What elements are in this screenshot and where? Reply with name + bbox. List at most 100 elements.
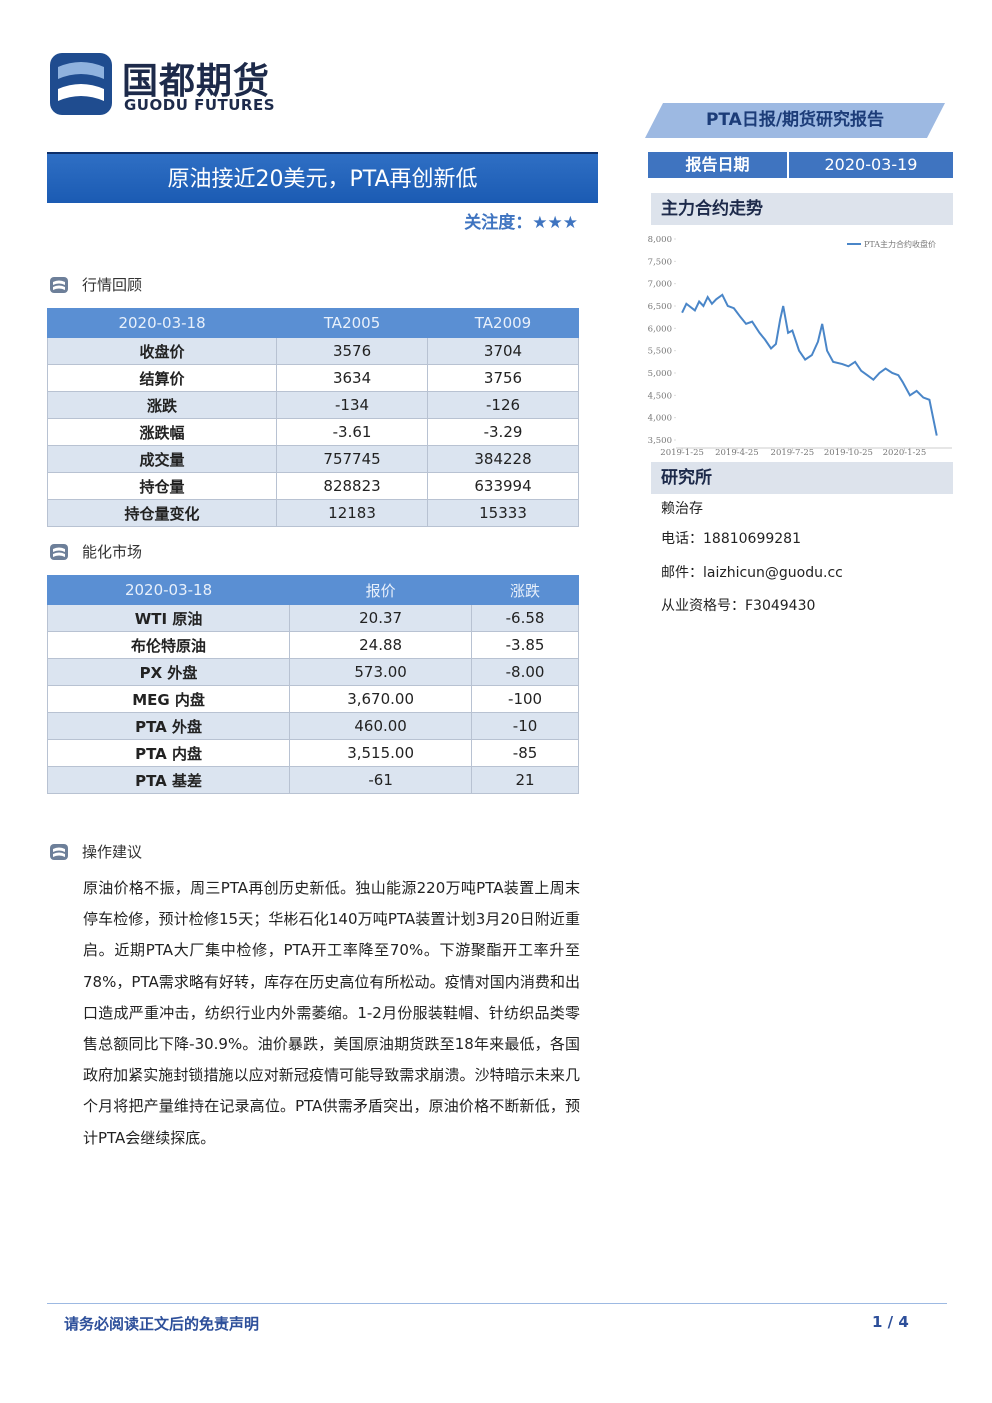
y-tick-label: 8,000 [648, 235, 672, 245]
x-tick-label: 2019-10-25 [824, 448, 873, 458]
section-title: 能化市场 [82, 543, 143, 561]
table-row: 成交量 757745 384228 [46, 445, 579, 473]
attention: 关注度：★★★ [464, 208, 578, 233]
page-number: 1 / 4 [872, 1313, 909, 1331]
x-tick-label: 2019-1-25 [660, 448, 704, 458]
table-cell: PTA 外盘 [46, 712, 291, 740]
section-heading: 操作建议 [50, 841, 142, 862]
table-cell: 12183 [276, 499, 429, 527]
logo-text: 国都期货 [122, 61, 271, 102]
table-row: 涨跌 -134 -126 [46, 391, 579, 419]
table-cell: -126 [427, 391, 579, 419]
y-tick-label: 5,500 [648, 347, 672, 357]
table-cell: -6.58 [471, 604, 579, 632]
paragraph: 原油价格不振，周三PTA再创历史新低。独山能源220万吨PTA装置上周末停车检修… [83, 879, 580, 1147]
table-cell: -85 [471, 739, 579, 767]
table-row: PTA 外盘 460.00 -10 [46, 712, 579, 740]
table-cell: MEG 内盘 [46, 685, 291, 713]
footer-rule [47, 1303, 947, 1304]
table-row: 持仓量 828823 633994 [46, 472, 579, 500]
table-row: 持仓量变化 12183 15333 [46, 499, 579, 527]
table-cell: 15333 [427, 499, 579, 527]
y-tick-label: 6,000 [648, 324, 672, 334]
table-cell: 21 [471, 766, 579, 794]
x-tick-label: 2019-4-25 [715, 448, 759, 458]
attention-stars: ★★★ [532, 213, 578, 233]
table-row: 布伦特原油 24.88 -3.85 [46, 631, 579, 659]
header-row: 2020-03-18 报价 涨跌 [46, 575, 579, 605]
table-row: WTI 原油 20.37 -6.58 [46, 604, 579, 632]
analyst: 赖治存 [661, 501, 703, 517]
report-title: 原油接近20美元，PTA再创新低 [47, 152, 598, 203]
section-icon [50, 843, 68, 860]
table-cell: -134 [276, 391, 429, 419]
table-cell: PTA 内盘 [46, 739, 291, 767]
email: 邮件：laizhicun@guodu.cc [661, 565, 843, 581]
table-cell: 3704 [427, 337, 579, 365]
phone: 电话：18810699281 [661, 531, 801, 547]
section-title: 行情回顾 [82, 276, 143, 294]
table-cell: 24.88 [289, 631, 473, 659]
table-row: PX 外盘 573.00 -8.00 [46, 658, 579, 686]
chart: 3,500 4,000 4,500 5,000 5,500 6,000 6,500 7,000… [648, 235, 952, 458]
table-cell: 收盘价 [46, 337, 278, 365]
x-tick-label: 2019-7-25 [771, 448, 815, 458]
table: 2020-03-18 报价 涨跌 WTI 原油 20.37 -6.58 布伦特原油 24.88… [46, 575, 579, 794]
table-cell: PX 外盘 [46, 658, 291, 686]
table-cell: 3,670.00 [289, 685, 473, 713]
license: 从业资格号：F3049430 [661, 598, 816, 614]
table-cell: 20.37 [289, 604, 473, 632]
logo-icon [50, 53, 112, 115]
table-cell: 384228 [427, 445, 579, 473]
table-cell: 573.00 [289, 658, 473, 686]
y-tick-label: 4,000 [648, 414, 672, 424]
table-cell: 结算价 [46, 364, 278, 392]
table-cell: -8.00 [471, 658, 579, 686]
table-cell: 涨跌 [46, 391, 278, 419]
report-type: PTA日报/期货研究报告 [645, 103, 945, 138]
header-cell: TA2005 [276, 308, 429, 338]
sidebar-heading: 研究所 [651, 462, 953, 494]
table-cell: 460.00 [289, 712, 473, 740]
table-row: PTA 内盘 3,515.00 -85 [46, 739, 579, 767]
table: 2020-03-18 TA2005 TA2009 收盘价 3576 3704 结算价 3634… [46, 308, 579, 527]
disclaimer: 请务必阅读正文后的免责声明 [64, 1315, 260, 1333]
table-cell: 成交量 [46, 445, 278, 473]
y-tick-label: 4,500 [648, 391, 672, 401]
y-tick-label: 7,000 [648, 280, 672, 290]
header-cell: 2020-03-18 [46, 308, 278, 338]
table-cell: 757745 [276, 445, 429, 473]
table-cell: 3756 [427, 364, 579, 392]
date-label: 报告日期 [648, 152, 787, 178]
y-tick-label: 3,500 [648, 436, 672, 446]
header-cell: TA2009 [427, 308, 579, 338]
section-icon [50, 543, 68, 560]
line [681, 293, 938, 436]
header-row: 2020-03-18 TA2005 TA2009 [46, 308, 579, 338]
header-cell: 报价 [289, 575, 473, 605]
sidebar-heading: 主力合约走势 [651, 193, 953, 225]
y-tick-label: 7,500 [648, 257, 672, 267]
table-cell: -100 [471, 685, 579, 713]
table-row: 结算价 3634 3756 [46, 364, 579, 392]
report-date: 2020-03-19 [789, 152, 953, 178]
table-cell: 633994 [427, 472, 579, 500]
table-cell: -3.85 [471, 631, 579, 659]
x-tick-label: 2020-1-25 [883, 448, 927, 458]
logo-subtext: GUODU FUTURES [124, 96, 276, 114]
table-cell: 持仓量变化 [46, 499, 278, 527]
section-title: 操作建议 [82, 843, 143, 861]
y-tick-label: 5,000 [648, 369, 672, 379]
section-heading: 能化市场 [50, 541, 142, 562]
table-row: PTA 基差 -61 21 [46, 766, 579, 794]
header-cell: 涨跌 [471, 575, 579, 605]
table-cell: PTA 基差 [46, 766, 291, 794]
table-row: MEG 内盘 3,670.00 -100 [46, 685, 579, 713]
legend-label: PTA主力合约收盘价 [864, 239, 936, 249]
table-cell: 828823 [276, 472, 429, 500]
table-cell: -61 [289, 766, 473, 794]
table-cell: 布伦特原油 [46, 631, 291, 659]
section-icon [50, 276, 68, 293]
table-cell: 持仓量 [46, 472, 278, 500]
